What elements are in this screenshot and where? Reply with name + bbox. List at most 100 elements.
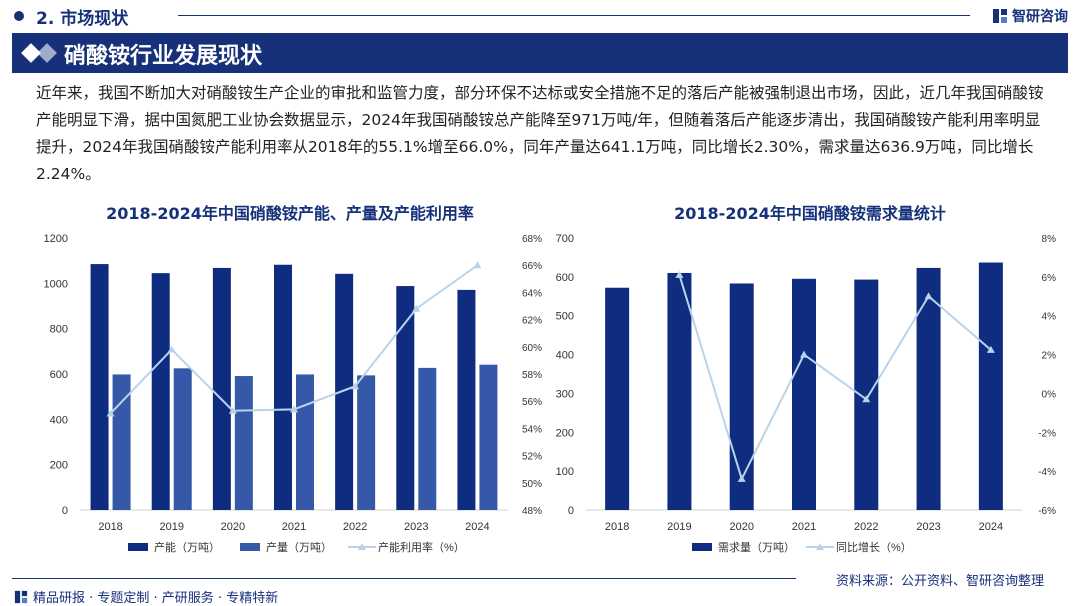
y-right-tick-right: -6% [1038,506,1056,517]
legend-label-left: 产能利用率（%） [378,540,465,554]
line-marker-left [228,406,237,414]
y-left-tick-right: 300 [556,388,574,400]
banner-title: 硝酸铵行业发展现状 [64,44,263,69]
y-left-tick-left: 1200 [44,233,68,245]
y-right-tick-right: 4% [1042,312,1057,323]
y-right-tick-left: 54% [522,424,542,435]
footer-logo-icon [14,590,28,603]
y-left-tick-right: 600 [556,272,574,284]
legend-label-right: 需求量（万吨） [718,541,795,554]
x-tick-left: 2024 [465,521,489,533]
y-left-tick-right: 0 [568,505,574,517]
y-right-tick-left: 64% [522,288,542,299]
bar-left-s1 [357,375,376,510]
y-left-tick-left: 600 [50,369,68,381]
bar-right-s0 [729,283,754,510]
y-right-tick-left: 58% [522,370,542,381]
y-right-tick-left: 50% [522,479,542,490]
line-marker-right [737,474,746,482]
bar-left-s0 [151,273,170,510]
header-rule [178,15,970,16]
y-left-tick-right: 100 [556,466,574,478]
legend-swatch-left [240,543,260,551]
line-right [678,274,992,482]
x-tick-right: 2020 [729,521,753,533]
brand: 智研咨询 [992,6,1068,26]
footer-rule [12,578,796,579]
y-left-tick-left: 0 [62,505,68,517]
y-right-tick-left: 68% [522,234,542,245]
x-tick-left: 2019 [159,521,183,533]
line-marker-right [924,292,933,300]
legend-marker-left [358,543,366,550]
y-right-tick-left: 56% [522,397,542,408]
footer-tagline-text: 精品研报 · 专题定制 · 产研服务 · 专精特新 [33,591,279,606]
legend-swatch-left [128,543,148,551]
y-right-tick-right: -2% [1038,428,1056,439]
footer-tagline: 精品研报 · 专题定制 · 产研服务 · 专精特新 [14,587,278,606]
x-tick-right: 2023 [916,521,940,533]
chart-left-title: 2018-2024年中国硝酸铵产能、产量及产能利用率 [106,204,474,223]
y-right-tick-left: 62% [522,316,542,327]
y-left-tick-right: 200 [556,427,574,439]
y-right-tick-right: -4% [1038,467,1056,478]
y-right-tick-right: 8% [1042,234,1057,245]
section-title: 2. 市场现状 [36,9,129,29]
brand-logo-icon [993,9,1007,23]
y-left-tick-left: 400 [50,414,68,426]
bar-left-s0 [457,289,476,510]
legend-label-left: 产能（万吨） [154,540,220,554]
bar-right-s0 [605,287,630,510]
bar-left-s1 [296,374,314,510]
brand-name: 智研咨询 [1012,9,1068,25]
x-tick-right: 2021 [792,521,816,533]
x-tick-right: 2018 [605,521,629,533]
y-right-tick-left: 60% [522,343,542,354]
bar-right-s0 [792,278,816,510]
bar-right-s0 [854,279,879,510]
x-tick-left: 2018 [98,521,122,533]
bar-right-s0 [667,272,692,510]
line-marker-left [167,345,176,353]
y-left-tick-left: 800 [50,324,68,336]
bar-left-s1 [112,374,131,510]
bar-left-s1 [418,367,437,510]
y-right-tick-left: 66% [522,261,542,272]
bar-left-s1 [479,364,498,510]
legend-label-left: 产量（万吨） [266,540,332,554]
page-banner: 硝酸铵行业发展现状 [12,33,1068,73]
line-marker-left [351,382,360,390]
bar-left-s0 [212,267,231,510]
section-bullet [14,11,24,21]
bar-left-s0 [396,286,415,510]
line-marker-left [473,261,482,269]
x-tick-left: 2022 [343,521,367,533]
bar-left-s0 [335,273,354,510]
bar-left-s0 [274,264,292,510]
bar-left-s1 [173,368,192,510]
top-bar: 2. 市场现状 智研咨询 [0,0,1080,32]
legend-marker-right [816,543,824,550]
legend-label-right: 同比增长（%） [836,540,912,554]
x-tick-right: 2019 [667,521,691,533]
y-left-tick-left: 1000 [44,278,68,290]
line-marker-left [106,409,115,417]
bar-left-s1 [234,376,253,510]
y-right-tick-left: 48% [522,506,542,517]
line-marker-right [675,270,684,278]
y-left-tick-left: 200 [50,460,68,472]
line-marker-left [412,304,421,312]
bar-left-s0 [90,264,109,510]
line-marker-right [800,350,808,358]
line-marker-right [986,345,995,353]
intro-paragraph: 近年来，我国不断加大对硝酸铵生产企业的审批和监管力度，部分环保不达标或安全措施不… [36,84,1044,183]
source-note: 资料来源：公开资料、智研咨询整理 [835,574,1044,589]
y-right-tick-left: 52% [522,452,542,463]
y-right-tick-right: 0% [1042,389,1057,400]
y-left-tick-right: 400 [556,350,574,362]
x-tick-right: 2024 [979,521,1003,533]
y-right-tick-right: 2% [1042,351,1057,362]
chart-right-title: 2018-2024年中国硝酸铵需求量统计 [674,204,946,223]
y-right-tick-right: 6% [1042,273,1057,284]
